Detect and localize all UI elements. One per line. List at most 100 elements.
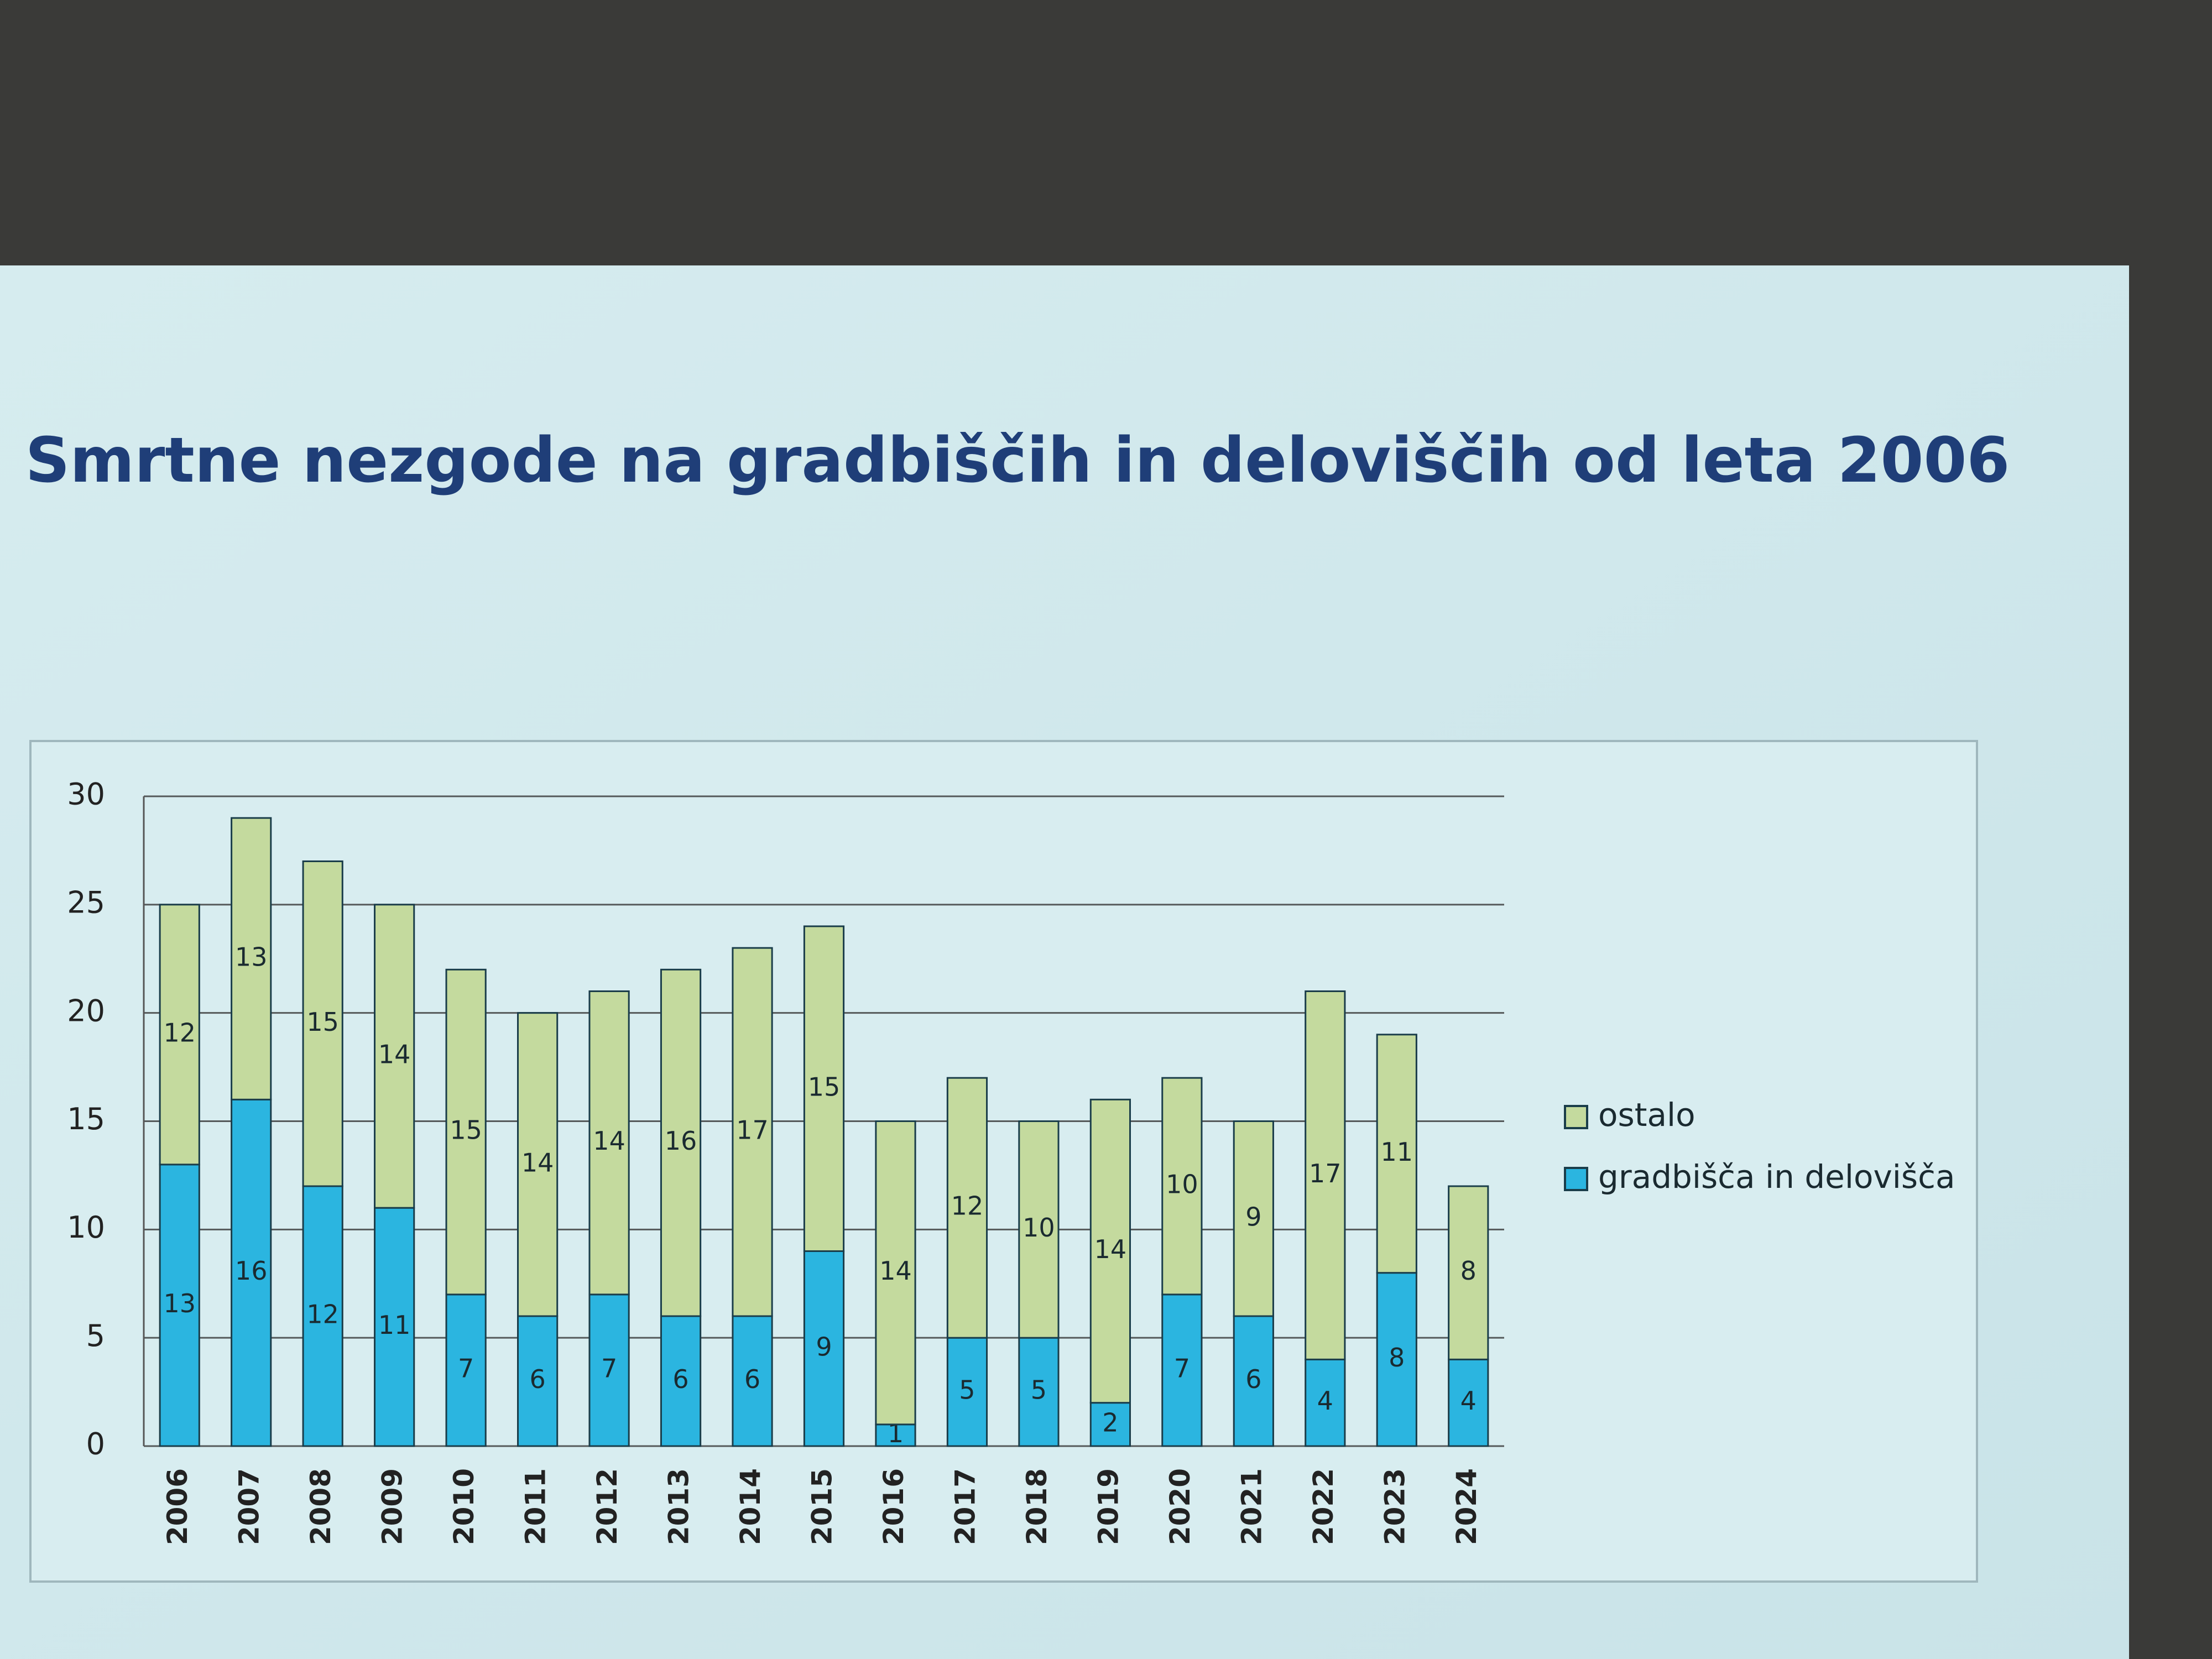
legend-swatch xyxy=(1564,1105,1588,1129)
value-label: 9 xyxy=(816,1332,832,1361)
value-label: 11 xyxy=(1381,1137,1413,1167)
value-label: 13 xyxy=(235,942,268,972)
x-tick-label: 2018 xyxy=(1021,1468,1053,1545)
bar-segment xyxy=(1161,1293,1203,1447)
bar-segment xyxy=(660,1315,702,1447)
y-tick-label: 20 xyxy=(67,993,105,1028)
legend-label: gradbišča in delovišča xyxy=(1598,1158,1955,1196)
x-tick-label: 2007 xyxy=(233,1468,265,1545)
value-label: 8 xyxy=(1389,1343,1405,1373)
value-label: 16 xyxy=(665,1126,697,1156)
y-tick-label: 25 xyxy=(67,885,105,920)
x-tick-label: 2016 xyxy=(878,1468,910,1545)
value-label: 10 xyxy=(1166,1170,1198,1199)
bar-segment xyxy=(875,1423,916,1447)
bar-segment xyxy=(1089,1098,1131,1404)
x-tick-label: 2024 xyxy=(1451,1468,1483,1545)
x-tick-label: 2022 xyxy=(1307,1468,1339,1545)
bar-segment xyxy=(1089,1402,1131,1447)
y-tick-label: 15 xyxy=(67,1102,105,1136)
bar-segment xyxy=(445,1293,487,1447)
bar-segment xyxy=(374,904,415,1209)
bar-segment xyxy=(1305,990,1346,1360)
bar-segment xyxy=(660,968,702,1317)
value-label: 14 xyxy=(879,1256,912,1286)
value-label: 8 xyxy=(1460,1256,1477,1286)
x-tick-label: 2017 xyxy=(949,1468,981,1545)
value-label: 6 xyxy=(744,1364,760,1394)
plot-area: 0510152025302006131220071613200812152009… xyxy=(67,777,1955,1546)
bar-segment xyxy=(1018,1120,1060,1339)
bar-segment xyxy=(1233,1315,1274,1447)
value-label: 7 xyxy=(458,1353,474,1383)
bar-segment xyxy=(374,1207,415,1447)
x-tick-label: 2009 xyxy=(377,1468,409,1545)
bar-segment xyxy=(517,1315,559,1447)
legend-swatch xyxy=(1564,1167,1588,1191)
value-label: 12 xyxy=(951,1191,984,1221)
value-label: 11 xyxy=(378,1310,411,1340)
bar-segment xyxy=(1376,1034,1417,1274)
value-label: 10 xyxy=(1022,1213,1055,1243)
x-tick-label: 2014 xyxy=(734,1468,766,1545)
x-tick-label: 2019 xyxy=(1092,1468,1124,1545)
y-tick-label: 5 xyxy=(86,1318,105,1353)
value-label: 4 xyxy=(1317,1386,1333,1416)
bar-segment xyxy=(1161,1077,1203,1296)
x-tick-label: 2008 xyxy=(305,1468,337,1545)
value-label: 14 xyxy=(378,1040,411,1070)
bar-segment xyxy=(302,1185,343,1447)
value-label: 5 xyxy=(959,1375,975,1405)
x-tick-label: 2023 xyxy=(1379,1468,1411,1545)
value-label: 12 xyxy=(306,1300,339,1329)
y-tick-label: 10 xyxy=(67,1210,105,1245)
bar-segment xyxy=(588,1293,630,1447)
value-label: 14 xyxy=(1094,1234,1127,1264)
bar-segment xyxy=(946,1337,988,1447)
bar-segment xyxy=(517,1012,559,1317)
value-label: 17 xyxy=(736,1115,769,1145)
value-label: 15 xyxy=(808,1072,841,1102)
value-label: 14 xyxy=(521,1147,554,1177)
x-tick-label: 2013 xyxy=(663,1468,695,1545)
bar-segment xyxy=(1376,1272,1417,1447)
value-label: 14 xyxy=(593,1126,625,1156)
value-label: 4 xyxy=(1460,1386,1477,1416)
value-label: 6 xyxy=(672,1364,688,1394)
x-tick-label: 2015 xyxy=(806,1468,838,1545)
bar-segment xyxy=(875,1120,916,1426)
x-tick-label: 2006 xyxy=(161,1468,194,1545)
value-label: 2 xyxy=(1102,1407,1118,1437)
bar-segment xyxy=(732,947,773,1317)
bar-segment xyxy=(1305,1358,1346,1447)
legend-label: ostalo xyxy=(1598,1096,1695,1134)
value-label: 7 xyxy=(1174,1353,1190,1383)
value-label: 15 xyxy=(450,1115,482,1145)
value-label: 6 xyxy=(1245,1364,1261,1394)
value-label: 6 xyxy=(529,1364,545,1394)
plot-frame xyxy=(29,740,1978,1583)
bar-segment xyxy=(445,968,487,1296)
bar-segment xyxy=(588,990,630,1296)
value-label: 17 xyxy=(1309,1159,1342,1188)
value-label: 16 xyxy=(235,1256,268,1286)
bar-segment xyxy=(1233,1120,1274,1317)
value-label: 7 xyxy=(601,1353,617,1383)
bar-segment xyxy=(803,925,845,1252)
bar-segment xyxy=(1448,1185,1489,1360)
x-tick-label: 2012 xyxy=(591,1468,623,1545)
bar-segment xyxy=(159,1164,200,1447)
value-label: 13 xyxy=(163,1288,196,1318)
bar-segment xyxy=(231,1098,272,1447)
value-label: 9 xyxy=(1245,1202,1261,1232)
y-tick-label: 0 xyxy=(86,1427,105,1462)
bar-segment xyxy=(1018,1337,1060,1447)
x-tick-label: 2011 xyxy=(520,1468,552,1545)
value-label: 15 xyxy=(306,1007,339,1037)
bar-segment xyxy=(946,1077,988,1339)
chart-title: Smrtne nezgode na gradbiščih in delovišč… xyxy=(25,425,2010,497)
value-label: 5 xyxy=(1031,1375,1047,1405)
value-label: 12 xyxy=(163,1018,196,1047)
